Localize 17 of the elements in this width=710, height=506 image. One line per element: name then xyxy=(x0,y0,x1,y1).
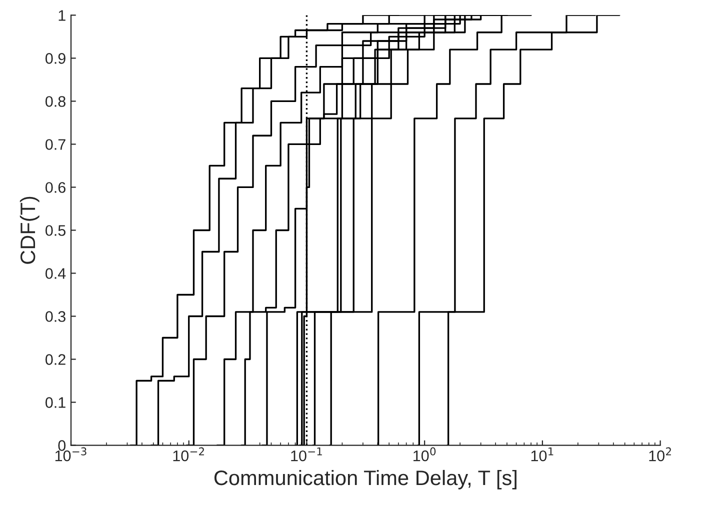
x-tick-label: 10$^{−1}$ xyxy=(291,447,322,462)
y-tick-label: 0.7 xyxy=(46,139,66,150)
y-tick-label: 0.4 xyxy=(46,268,66,279)
x-tick-label: 10$^{−2}$ xyxy=(173,447,204,462)
y-tick-label: 0.2 xyxy=(46,354,66,365)
y-tick-label: 0.3 xyxy=(46,311,66,322)
y-tick-label: 0.1 xyxy=(46,397,66,408)
y-tick-label: 0.5 xyxy=(46,225,66,236)
x-tick-label: 10$^{2}$ xyxy=(649,447,671,462)
y-tick-label: 1 xyxy=(58,10,66,21)
y-axis-title: CDF(T) xyxy=(20,196,40,264)
x-tick-label: 10$^{1}$ xyxy=(531,447,554,462)
x-axis-title: Communication Time Delay, T [s] xyxy=(214,470,516,490)
y-tick-label: 0.6 xyxy=(46,182,66,193)
y-tick-label: 0.8 xyxy=(46,96,66,107)
x-tick-label: 10$^{0}$ xyxy=(414,447,436,462)
y-tick-label: 0.9 xyxy=(46,53,66,64)
